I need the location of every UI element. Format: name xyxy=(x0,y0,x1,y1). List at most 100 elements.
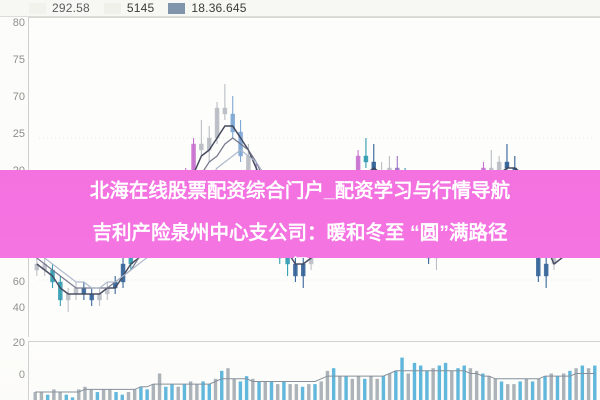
volume-bar xyxy=(201,381,205,400)
volume-bar xyxy=(251,378,255,400)
volume-bar xyxy=(132,389,137,400)
volume-bar xyxy=(139,386,143,400)
legend-swatch-series-2 xyxy=(103,2,121,14)
volume-bar xyxy=(431,368,435,400)
chart-legend: 292.58 5145 18.36.645 xyxy=(0,0,600,17)
y-axis-tick-10: 0 xyxy=(18,369,25,381)
candle xyxy=(363,138,369,168)
volume-bar xyxy=(101,389,106,400)
volume-bar xyxy=(325,370,330,400)
volume-bar xyxy=(89,389,93,400)
volume-bar xyxy=(182,384,187,400)
volume-bar xyxy=(561,373,566,400)
volume-ma-line xyxy=(35,370,595,393)
volume-bar xyxy=(263,381,267,400)
legend-item-series-1[interactable]: 292.58 xyxy=(29,1,90,15)
volume-bar xyxy=(220,370,224,400)
volume-bar xyxy=(381,376,386,400)
candle xyxy=(89,288,94,306)
y-axis-tick-1: 75 xyxy=(12,54,25,66)
volume-bar xyxy=(363,378,367,400)
volume-bar xyxy=(375,378,379,400)
volume-bar xyxy=(555,376,560,400)
legend-item-series-3[interactable]: 18.36.645 xyxy=(168,1,246,15)
volume-bar xyxy=(487,376,491,400)
volume-bar xyxy=(356,376,361,400)
volume-chart-pane[interactable] xyxy=(28,341,600,400)
volume-bar xyxy=(170,384,174,400)
volume-bar xyxy=(313,384,317,400)
volume-bar xyxy=(593,365,597,400)
candle xyxy=(222,84,228,120)
volume-bar xyxy=(350,378,355,400)
volume-bar xyxy=(418,365,423,400)
volume-bar xyxy=(568,370,572,400)
volume-bar xyxy=(45,394,50,400)
volume-bar xyxy=(33,392,37,400)
volume-bar xyxy=(481,373,485,400)
volume-bar xyxy=(549,373,553,400)
volume-bar xyxy=(294,384,299,400)
volume-bar xyxy=(257,381,261,400)
volume-bar xyxy=(108,389,112,400)
volume-bar xyxy=(506,384,510,400)
volume-bar xyxy=(70,397,75,400)
volume-bar xyxy=(300,386,305,400)
candle xyxy=(73,282,79,300)
volume-bar xyxy=(307,384,311,400)
legend-swatch-series-3 xyxy=(168,2,186,14)
volume-bar xyxy=(456,368,460,400)
candle xyxy=(543,258,549,288)
volume-bar xyxy=(83,386,87,400)
volume-bar xyxy=(338,376,342,400)
volume-bar xyxy=(474,370,479,400)
candle xyxy=(34,258,40,276)
volume-bar xyxy=(269,381,274,400)
volume-bar xyxy=(512,384,516,400)
volume-bar xyxy=(232,378,236,400)
watermark-line-2: 吉利产险泉州中心支公司：暖和冬至 “圆”满路径 xyxy=(92,222,508,244)
candle xyxy=(206,126,212,162)
y-axis-tick-2: 70 xyxy=(12,91,25,103)
volume-bar xyxy=(195,384,199,400)
volume-bar xyxy=(164,386,168,400)
volume-bar xyxy=(188,381,193,400)
candle xyxy=(58,276,63,306)
volume-bar xyxy=(238,381,243,400)
volume-bar xyxy=(157,373,162,400)
volume-bar xyxy=(574,368,578,400)
volume-bar xyxy=(207,384,212,400)
volume-bar xyxy=(387,373,392,400)
candle xyxy=(42,258,47,276)
volume-chart-svg xyxy=(33,357,597,400)
y-axis-tick-9: 20 xyxy=(12,337,25,349)
volume-bar xyxy=(151,384,156,400)
volume-bar xyxy=(319,381,323,400)
volume-bar xyxy=(145,389,149,400)
volume-bar xyxy=(282,381,286,400)
volume-bar xyxy=(176,386,180,400)
candle xyxy=(81,282,87,300)
watermark-line-3: 径 xyxy=(0,254,600,258)
volume-bar xyxy=(39,392,44,400)
candle xyxy=(97,288,102,306)
volume-bar xyxy=(493,378,498,400)
volume-bar xyxy=(120,394,124,400)
volume-bar xyxy=(543,376,547,400)
legend-value-series-3: 18.36.645 xyxy=(191,1,247,15)
volume-bar xyxy=(450,370,454,400)
volume-bar xyxy=(425,370,429,400)
y-axis-tick-8: 40 xyxy=(12,302,25,314)
legend-item-series-2[interactable]: 5145 xyxy=(103,1,155,15)
volume-bar xyxy=(586,368,591,400)
volume-bar xyxy=(468,368,473,400)
volume-bar xyxy=(126,392,131,400)
volume-bar xyxy=(244,376,249,400)
volume-bar xyxy=(580,365,585,400)
volume-bar xyxy=(95,392,100,400)
volume-bar xyxy=(394,370,398,400)
y-axis-tick-3: 25 xyxy=(12,128,25,140)
volume-bar xyxy=(275,384,280,400)
volume-bar xyxy=(462,365,466,400)
